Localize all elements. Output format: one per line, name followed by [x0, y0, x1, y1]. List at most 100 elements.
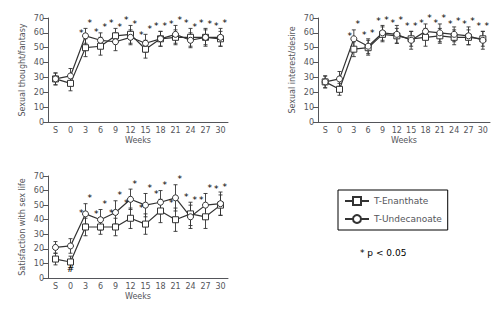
- svg-text:*: *: [199, 18, 204, 28]
- svg-text:S: S: [53, 282, 58, 291]
- svg-text:*: *: [184, 192, 189, 202]
- svg-text:12: 12: [392, 126, 402, 135]
- svg-text:18: 18: [420, 126, 430, 135]
- svg-text:*: *: [147, 183, 152, 193]
- svg-text:30: 30: [215, 126, 225, 135]
- svg-text:*: *: [222, 182, 227, 192]
- svg-text:0: 0: [39, 274, 44, 283]
- svg-text:T-Undecanoate: T-Undecanoate: [373, 214, 442, 224]
- svg-text:*: *: [370, 28, 375, 38]
- svg-text:15: 15: [140, 282, 150, 291]
- svg-text:21: 21: [435, 126, 445, 135]
- svg-text:Sexual interest/desire: Sexual interest/desire: [288, 26, 297, 113]
- svg-text:*: *: [391, 18, 396, 28]
- svg-text:9: 9: [113, 282, 118, 291]
- svg-text:27: 27: [463, 126, 473, 135]
- svg-text:Weeks: Weeks: [391, 136, 417, 145]
- svg-text:*: *: [79, 28, 84, 38]
- svg-text:21: 21: [170, 126, 180, 135]
- svg-text:*: *: [79, 208, 84, 218]
- svg-text:10: 10: [34, 103, 44, 112]
- svg-text:Satisfaction with sex life: Satisfaction with sex life: [18, 178, 27, 275]
- svg-text:27: 27: [200, 282, 210, 291]
- svg-text:12: 12: [125, 126, 135, 135]
- svg-text:27: 27: [200, 126, 210, 135]
- svg-text:*: *: [102, 199, 107, 209]
- svg-text:6: 6: [98, 282, 103, 291]
- svg-text:70: 70: [34, 14, 44, 23]
- svg-text:*: *: [470, 16, 475, 26]
- svg-text:*: *: [405, 21, 410, 31]
- svg-text:Weeks: Weeks: [125, 292, 151, 301]
- svg-text:*: *: [214, 184, 219, 194]
- svg-text:18: 18: [155, 282, 165, 291]
- svg-text:0: 0: [39, 118, 44, 127]
- svg-text:9: 9: [113, 126, 118, 135]
- svg-text:40: 40: [34, 58, 44, 67]
- svg-text:24: 24: [449, 126, 459, 135]
- svg-text:50: 50: [34, 43, 44, 52]
- svg-text:70: 70: [304, 14, 314, 23]
- svg-text:*: *: [348, 31, 353, 41]
- svg-text:3: 3: [83, 126, 88, 135]
- svg-text:#: #: [67, 264, 75, 274]
- svg-text:S: S: [53, 126, 58, 135]
- svg-text:*: *: [117, 22, 122, 32]
- svg-text:6: 6: [98, 126, 103, 135]
- svg-text:*: *: [362, 30, 367, 40]
- svg-text:*: *: [169, 198, 174, 208]
- svg-text:*: *: [177, 15, 182, 25]
- svg-text:30: 30: [34, 230, 44, 239]
- svg-text:*: *: [94, 209, 99, 219]
- svg-text:*: *: [376, 16, 381, 26]
- svg-text:20: 20: [304, 88, 314, 97]
- svg-text:*: *: [192, 195, 197, 205]
- svg-text:20: 20: [34, 244, 44, 253]
- svg-text:*: *: [199, 195, 204, 205]
- svg-text:*: *: [413, 21, 418, 31]
- svg-text:70: 70: [34, 172, 44, 181]
- svg-text:*: *: [177, 174, 182, 184]
- svg-text:10: 10: [34, 259, 44, 268]
- svg-text:12: 12: [125, 282, 135, 291]
- svg-text:18: 18: [155, 126, 165, 135]
- svg-text:50: 50: [304, 43, 314, 52]
- svg-text:*: *: [94, 27, 99, 37]
- svg-text:*: *: [117, 190, 122, 200]
- svg-text:T-Enanthate: T-Enanthate: [373, 196, 429, 206]
- svg-text:*: *: [132, 19, 137, 29]
- svg-text:0: 0: [309, 118, 314, 127]
- svg-text:40: 40: [304, 58, 314, 67]
- svg-text:50: 50: [34, 201, 44, 210]
- svg-text:0: 0: [337, 126, 342, 135]
- svg-text:30: 30: [34, 73, 44, 82]
- svg-text:30: 30: [304, 73, 314, 82]
- svg-text:*: *: [169, 19, 174, 29]
- svg-text:15: 15: [406, 126, 416, 135]
- svg-text:3: 3: [83, 282, 88, 291]
- svg-text:*: *: [207, 183, 212, 193]
- svg-text:60: 60: [304, 28, 314, 37]
- svg-text:*: *: [87, 193, 92, 203]
- svg-text:*: *: [139, 203, 144, 213]
- svg-text:*: *: [139, 30, 144, 40]
- svg-text:Sexual thought/fantasy: Sexual thought/fantasy: [18, 23, 27, 116]
- svg-text:*: *: [485, 21, 490, 31]
- svg-text:*: *: [462, 19, 467, 29]
- svg-text:*: *: [192, 22, 197, 32]
- svg-text:*: *: [434, 18, 439, 28]
- svg-text:3: 3: [351, 126, 356, 135]
- svg-text:30: 30: [478, 126, 488, 135]
- svg-text:40: 40: [34, 215, 44, 224]
- svg-text:15: 15: [140, 126, 150, 135]
- svg-text:*: *: [477, 21, 482, 31]
- svg-text:*: *: [162, 180, 167, 190]
- svg-text:*: *: [154, 189, 159, 199]
- svg-text:*: *: [124, 15, 129, 25]
- svg-text:0: 0: [68, 282, 73, 291]
- svg-text:Weeks: Weeks: [125, 136, 151, 145]
- svg-text:*: *: [427, 13, 432, 23]
- svg-text:24: 24: [185, 282, 195, 291]
- svg-text:*: *: [448, 19, 453, 29]
- svg-text:*: *: [147, 24, 152, 34]
